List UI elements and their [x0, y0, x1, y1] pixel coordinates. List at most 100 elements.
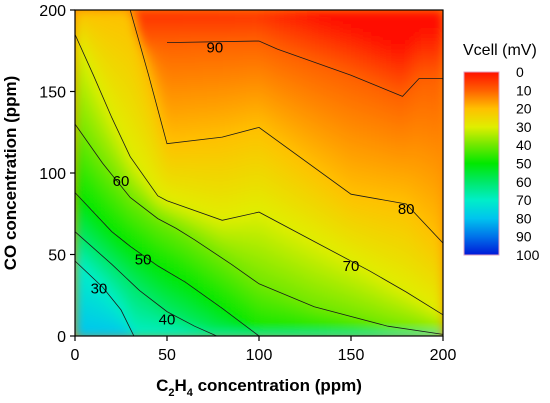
- heatmap-cell: [139, 202, 144, 207]
- heatmap-cell: [231, 282, 236, 287]
- heatmap-cell: [227, 258, 232, 263]
- heatmap-cell: [211, 274, 216, 279]
- heatmap-cell: [287, 302, 292, 307]
- heatmap-cell: [303, 334, 308, 336]
- heatmap-cell: [187, 62, 192, 67]
- heatmap-cell: [291, 318, 296, 323]
- heatmap-cell: [155, 246, 160, 251]
- heatmap-cell: [111, 18, 116, 23]
- heatmap-cell: [203, 198, 208, 203]
- heatmap-cell: [231, 310, 236, 315]
- heatmap-cell: [291, 334, 296, 336]
- heatmap-cell: [255, 38, 260, 43]
- heatmap-cell: [147, 250, 152, 255]
- heatmap-cell: [171, 26, 176, 31]
- heatmap-cell: [311, 234, 316, 239]
- heatmap-cell: [175, 238, 180, 243]
- heatmap-cell: [271, 242, 276, 247]
- heatmap-cell: [135, 98, 140, 103]
- heatmap-cell: [183, 146, 188, 151]
- heatmap-cell: [99, 90, 104, 95]
- heatmap-cell: [251, 38, 256, 43]
- heatmap-cell: [179, 306, 184, 311]
- heatmap-cell: [99, 30, 104, 35]
- heatmap-cell: [307, 242, 312, 247]
- heatmap-cell: [251, 134, 256, 139]
- heatmap-cell: [259, 178, 264, 183]
- heatmap-cell: [251, 182, 256, 187]
- heatmap-cell: [171, 246, 176, 251]
- heatmap-cell: [127, 34, 132, 39]
- heatmap-cell: [287, 182, 292, 187]
- heatmap-cell: [227, 206, 232, 211]
- heatmap-cell: [199, 226, 204, 231]
- heatmap-cell: [87, 54, 92, 59]
- heatmap-cell: [123, 334, 128, 336]
- heatmap-cell: [255, 238, 260, 243]
- heatmap-cell: [239, 246, 244, 251]
- heatmap-cell: [283, 282, 288, 287]
- heatmap-cell: [99, 186, 104, 191]
- heatmap-cell: [215, 302, 220, 307]
- heatmap-cell: [83, 150, 88, 155]
- heatmap-cell: [211, 322, 216, 327]
- heatmap-cell: [263, 142, 268, 147]
- heatmap-cell: [159, 66, 164, 71]
- heatmap-cell: [171, 182, 176, 187]
- heatmap-cell: [247, 50, 252, 55]
- heatmap-cell: [247, 22, 252, 27]
- heatmap-cell: [159, 206, 164, 211]
- heatmap-cell: [175, 306, 180, 311]
- heatmap-cell: [139, 94, 144, 99]
- heatmap-cell: [183, 258, 188, 263]
- heatmap-cell: [131, 90, 136, 95]
- heatmap-cell: [199, 126, 204, 131]
- heatmap-cell: [227, 114, 232, 119]
- heatmap-cell: [199, 182, 204, 187]
- heatmap-cell: [263, 10, 268, 15]
- heatmap-cell: [187, 50, 192, 55]
- heatmap-cell: [127, 26, 132, 31]
- heatmap-cell: [255, 242, 260, 247]
- heatmap-cell: [127, 258, 132, 263]
- heatmap-cell: [87, 318, 92, 323]
- heatmap-cell: [135, 306, 140, 311]
- heatmap-cell: [203, 246, 208, 251]
- heatmap-cell: [219, 230, 224, 235]
- heatmap-cell: [239, 18, 244, 23]
- heatmap-cell: [235, 26, 240, 31]
- heatmap-cell: [183, 150, 188, 155]
- heatmap-cell: [239, 54, 244, 59]
- heatmap-cell: [123, 98, 128, 103]
- heatmap-cell: [223, 166, 228, 171]
- heatmap-cell: [291, 54, 296, 59]
- heatmap-cell: [95, 78, 100, 83]
- heatmap-cell: [227, 130, 232, 135]
- heatmap-cell: [155, 218, 160, 223]
- heatmap-cell: [279, 102, 284, 107]
- heatmap-cell: [75, 286, 80, 291]
- heatmap-cell: [291, 290, 296, 295]
- heatmap-cell: [247, 322, 252, 327]
- heatmap-cell: [307, 118, 312, 123]
- heatmap-cell: [203, 106, 208, 111]
- heatmap-cell: [263, 158, 268, 163]
- heatmap-cell: [83, 30, 88, 35]
- heatmap-cell: [183, 298, 188, 303]
- heatmap-cell: [103, 150, 108, 155]
- heatmap-cell: [95, 86, 100, 91]
- heatmap-cell: [223, 142, 228, 147]
- heatmap-cell: [243, 226, 248, 231]
- heatmap-cell: [239, 250, 244, 255]
- heatmap-cell: [303, 326, 308, 331]
- heatmap-cell: [167, 326, 172, 331]
- heatmap-cell: [251, 106, 256, 111]
- heatmap-cell: [235, 246, 240, 251]
- heatmap-cell: [235, 86, 240, 91]
- heatmap-cell: [227, 246, 232, 251]
- heatmap-cell: [267, 246, 272, 251]
- heatmap-cell: [171, 110, 176, 115]
- heatmap-cell: [239, 66, 244, 71]
- heatmap-cell: [263, 102, 268, 107]
- heatmap-cell: [155, 34, 160, 39]
